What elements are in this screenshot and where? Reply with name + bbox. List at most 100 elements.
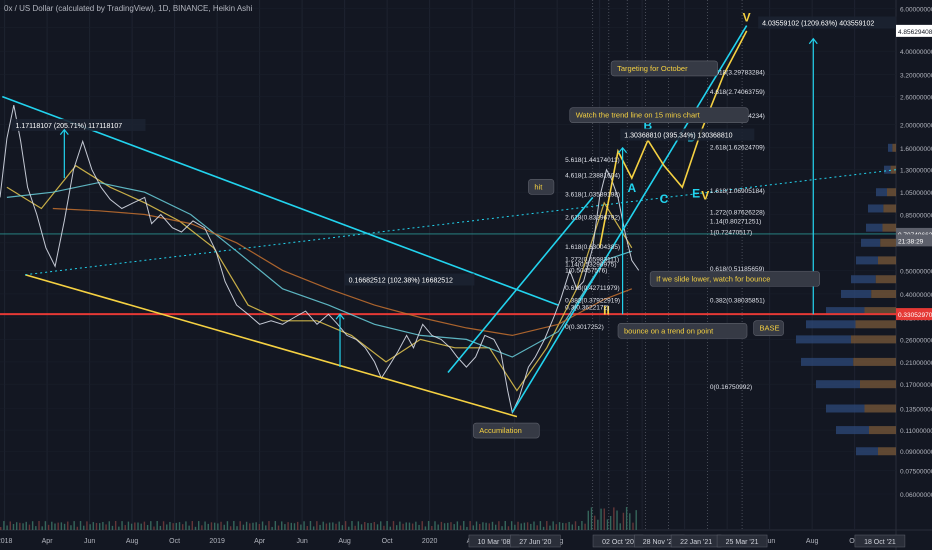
volume-bar bbox=[271, 526, 273, 530]
volume-bar bbox=[316, 521, 318, 530]
volume-bar bbox=[290, 522, 293, 530]
volume-bar bbox=[51, 521, 53, 530]
volume-bar bbox=[150, 521, 152, 530]
volume-bar bbox=[322, 521, 324, 530]
volume-bar bbox=[558, 522, 561, 530]
volume-bar bbox=[25, 521, 27, 530]
fib-level-mid: 1(0.50457576) bbox=[565, 267, 607, 274]
volume-bar bbox=[415, 521, 417, 530]
fib-level-mid: 0.382(0.37922919) bbox=[565, 298, 620, 305]
volume-bar bbox=[194, 526, 197, 530]
volume-bar bbox=[277, 525, 280, 530]
volume-bar bbox=[613, 507, 615, 530]
volume-bar bbox=[28, 524, 31, 530]
volume-bar bbox=[79, 521, 82, 530]
y-tick-label: 0.50000000 bbox=[900, 268, 932, 275]
volume-bar bbox=[536, 525, 538, 530]
volume-bar bbox=[226, 521, 229, 530]
volume-bar bbox=[293, 523, 296, 530]
volume-bar bbox=[207, 523, 209, 530]
volume-profile-bar bbox=[826, 404, 865, 413]
volume-profile-bar bbox=[875, 275, 896, 284]
volume-bar bbox=[402, 523, 404, 530]
volume-bar bbox=[344, 521, 347, 530]
volume-bar bbox=[424, 526, 427, 530]
measurement-label: 1.17118107 (205.71%) 117118107 bbox=[15, 123, 122, 130]
volume-bar bbox=[105, 524, 107, 530]
volume-bar bbox=[54, 523, 56, 530]
volume-bar bbox=[312, 526, 315, 530]
fib-level-right: 1.618(1.06905184) bbox=[710, 188, 765, 195]
volume-bar bbox=[587, 510, 589, 530]
volume-bar bbox=[408, 522, 411, 530]
volume-bar bbox=[351, 521, 353, 530]
measurement-label: 4.03559102 (1209.63%) 403559102 bbox=[762, 21, 874, 28]
volume-bar bbox=[443, 523, 446, 530]
volume-profile-bar bbox=[856, 256, 878, 265]
volume-bar bbox=[245, 521, 248, 530]
volume-bar bbox=[166, 524, 168, 530]
volume-bar bbox=[625, 507, 628, 530]
volume-bar bbox=[175, 522, 178, 530]
x-tick-label: Oct bbox=[169, 538, 180, 545]
wave-label: II bbox=[603, 303, 610, 317]
annotation-text: hit bbox=[534, 182, 543, 191]
volume-profile-bar bbox=[864, 404, 896, 413]
volume-bar bbox=[370, 523, 372, 530]
volume-bar bbox=[616, 510, 618, 530]
x-tick-label: Jun bbox=[296, 538, 307, 545]
annotation-text: BASE bbox=[760, 324, 780, 333]
volume-bar bbox=[162, 521, 165, 530]
volume-bar bbox=[137, 522, 139, 530]
y-tick-label: 1.30000000 bbox=[900, 168, 932, 175]
volume-bar bbox=[485, 522, 487, 530]
measurement-label: 0.16682512 (102.38%) 16682512 bbox=[349, 278, 453, 285]
volume-bar bbox=[118, 526, 120, 530]
volume-bar bbox=[530, 523, 532, 530]
fib-level-right: 0.382(0.38035851) bbox=[710, 297, 765, 304]
measure-arrowhead bbox=[335, 313, 345, 320]
volume-bar bbox=[111, 525, 114, 530]
y-tick-label: 0.17000000 bbox=[900, 382, 932, 389]
volume-profile-bar bbox=[855, 320, 896, 329]
x-highlight-label: 02 Oct '20 bbox=[602, 539, 634, 546]
volume-bar bbox=[488, 523, 490, 530]
volume-bar bbox=[440, 521, 443, 530]
y-tick-label: 0.07500000 bbox=[900, 468, 932, 475]
volume-bar bbox=[597, 519, 599, 530]
volume-bar bbox=[498, 521, 500, 530]
chart-title: 0x / US Dollar (calculated by TradingVie… bbox=[4, 4, 253, 13]
volume-bar bbox=[319, 524, 321, 530]
volume-bar bbox=[258, 523, 261, 530]
volume-bar bbox=[76, 526, 79, 530]
volume-bar bbox=[15, 522, 18, 530]
volume-bar bbox=[9, 521, 11, 530]
volume-bar bbox=[405, 522, 407, 530]
volume-bar bbox=[418, 524, 420, 530]
volume-bar bbox=[86, 521, 88, 530]
trend-line-dotted bbox=[25, 169, 897, 276]
wave-label: V bbox=[701, 188, 709, 202]
volume-bar bbox=[463, 521, 465, 530]
volume-bar bbox=[22, 523, 24, 530]
trend-line bbox=[2, 95, 559, 306]
volume-bar bbox=[197, 521, 200, 530]
volume-profile-bar bbox=[892, 143, 896, 152]
volume-bar bbox=[517, 521, 519, 530]
volume-bar bbox=[229, 526, 232, 530]
volume-bar bbox=[156, 521, 158, 530]
volume-bar bbox=[546, 521, 548, 530]
volume-bar bbox=[309, 521, 312, 530]
volume-profile-bar bbox=[856, 447, 878, 456]
x-highlight-bg bbox=[510, 534, 561, 548]
fib-level-right: 1.272(0.87626228) bbox=[710, 209, 765, 216]
volume-bar bbox=[89, 524, 91, 530]
volume-profile-bar bbox=[861, 238, 881, 247]
measurement-bg bbox=[11, 118, 146, 131]
volume-bar bbox=[140, 523, 142, 530]
volume-bar bbox=[600, 508, 602, 530]
volume-profile-bar bbox=[816, 380, 860, 389]
volume-bar bbox=[354, 525, 356, 530]
volume-bar bbox=[70, 525, 72, 530]
